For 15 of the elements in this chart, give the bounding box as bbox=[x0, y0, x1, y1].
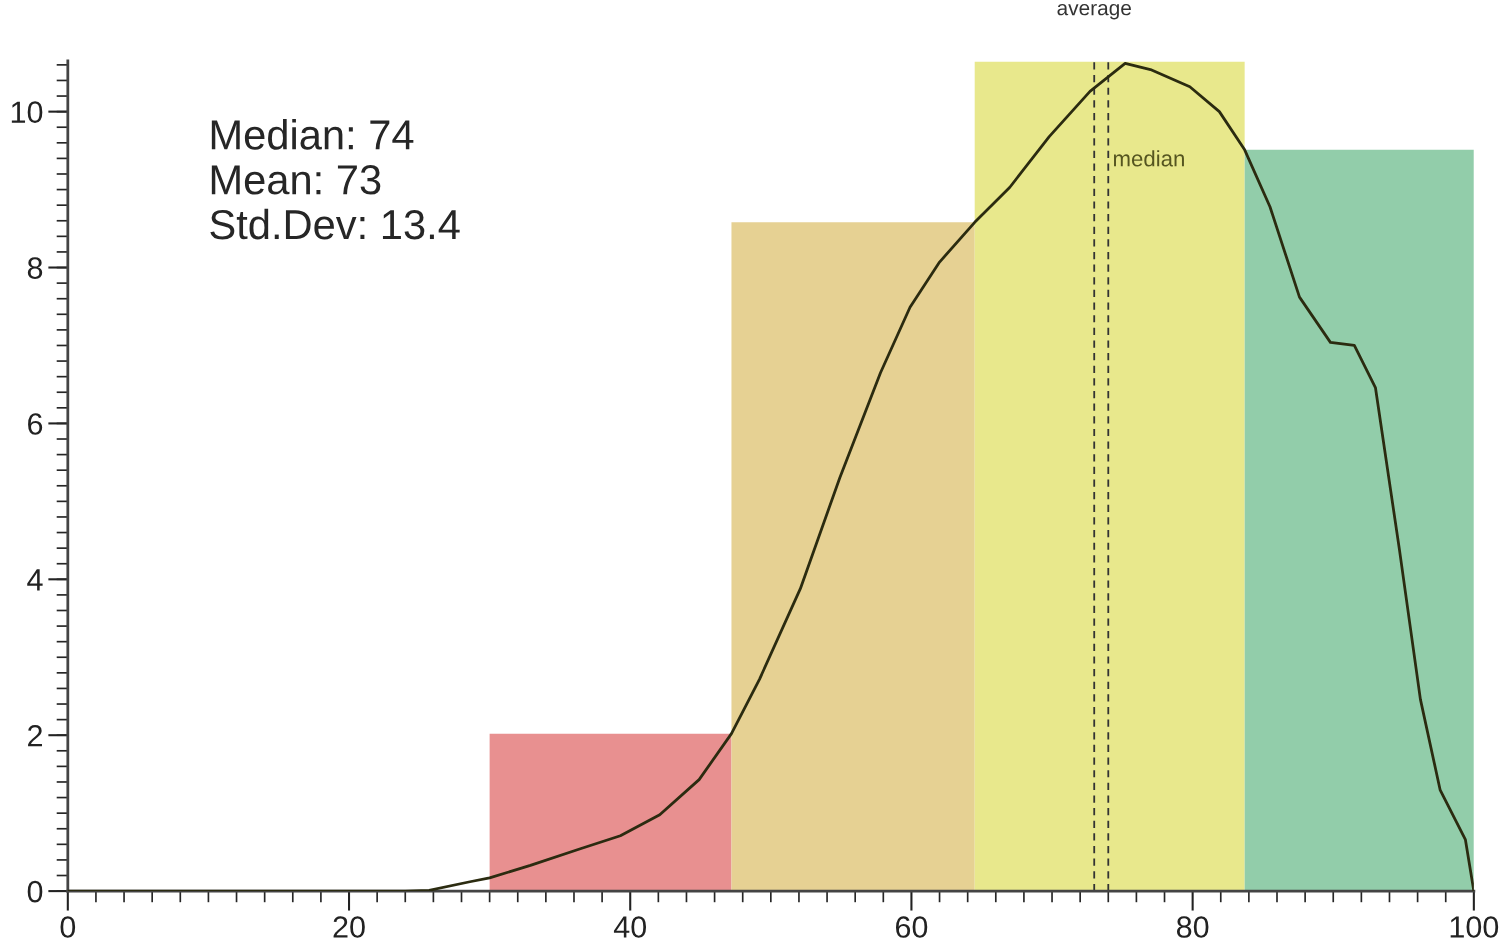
y-tick-label: 2 bbox=[28, 724, 42, 747]
y-tick-label: 10 bbox=[11, 101, 43, 124]
y-tick-label: 0 bbox=[27, 880, 43, 903]
ref-line-label: median bbox=[1113, 150, 1184, 167]
x-tick-label: 0 bbox=[60, 916, 76, 938]
ref-line-label: average bbox=[1057, 3, 1131, 20]
annotation: Median: 74 Mean: 73 Std.Dev: 13.4 bbox=[210, 119, 460, 240]
x-tick-label: 20 bbox=[333, 916, 365, 938]
x-tick-label: 80 bbox=[1176, 916, 1209, 938]
y-tick-label: 8 bbox=[27, 257, 43, 279]
y-tick-label: 6 bbox=[28, 413, 43, 435]
x-tick-label: 100 bbox=[1450, 916, 1499, 938]
x-tick-label: 40 bbox=[613, 916, 647, 938]
x-tick-label: 60 bbox=[895, 916, 928, 938]
y-tick-label: 4 bbox=[27, 569, 43, 591]
